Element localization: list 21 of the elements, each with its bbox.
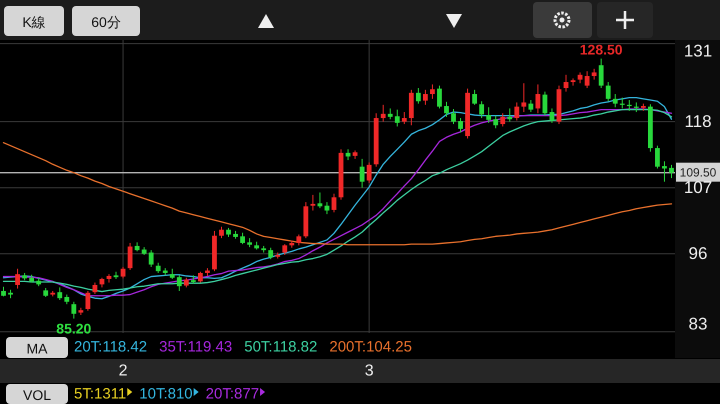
y-tick-label: 96 [688,244,708,264]
y-tick-label: 107 [684,178,712,198]
y-tick-label: 118 [684,112,712,132]
text: K線 [22,14,46,30]
legend-entry: 5T:1311 [74,386,132,402]
text: 60分 [91,14,121,30]
annotation: 128.50 [580,42,623,58]
y-tick-label: 131 [684,42,712,60]
legend-entry: 10T:810 [139,386,199,402]
x-tick-label: 3 [364,362,374,380]
x-tick-label: 2 [118,362,128,380]
text: VOL [22,387,52,403]
text: 200T:104.25 [329,338,412,356]
text: 20T:118.42 [74,338,148,356]
text: 50T:118.82 [244,338,318,356]
text: MA [26,340,48,356]
legend-entry: 20T:877 [206,386,266,402]
text: 35T:119.43 [159,338,232,356]
ref-line-label: 109.50 [680,166,717,180]
annotation: 85.20 [56,320,92,337]
y-tick-label: 83 [688,314,708,334]
